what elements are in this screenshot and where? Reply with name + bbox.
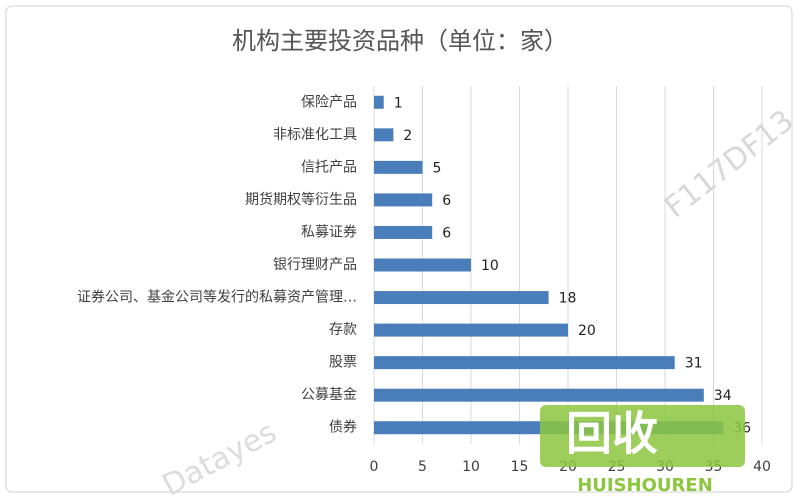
bar	[374, 95, 384, 109]
logo-box	[540, 405, 745, 467]
value-label: 18	[559, 291, 577, 307]
x-tick-label: 15	[511, 459, 529, 475]
bar	[374, 291, 549, 305]
value-label: 5	[433, 160, 442, 176]
value-label: 6	[442, 193, 451, 209]
bar	[374, 160, 423, 174]
x-tick-label: 40	[753, 459, 771, 475]
y-tick-label: 债券	[329, 420, 357, 436]
chart-title: 机构主要投资品种（单位：家）	[232, 27, 568, 55]
bar	[374, 388, 704, 402]
value-label: 1	[394, 95, 403, 111]
y-tick-label: 信托产品	[301, 159, 357, 175]
bar	[374, 193, 433, 207]
value-label: 31	[685, 356, 703, 372]
value-label: 34	[714, 388, 732, 404]
watermark: 回收	[566, 407, 658, 461]
y-tick-label: 银行理财产品	[273, 257, 357, 273]
x-tick-label: 0	[370, 459, 379, 475]
watermark: HUISHOUREN	[577, 475, 713, 496]
y-tick-label: 私募证券	[301, 224, 357, 240]
y-tick-label: 存款	[329, 322, 357, 338]
value-label: 20	[578, 323, 596, 339]
y-tick-label: 公募基金	[301, 386, 357, 403]
y-tick-label: 保险产品	[301, 94, 357, 110]
value-label: 6	[442, 225, 451, 241]
value-label: 2	[403, 128, 412, 144]
y-tick-label: 证券公司、基金公司等发行的私募资产管理…	[77, 289, 357, 306]
y-tick-label: 非标准化工具	[273, 127, 357, 143]
x-tick-label: 5	[418, 459, 427, 475]
bar	[374, 258, 471, 272]
bar	[374, 225, 433, 239]
y-tick-label: 股票	[329, 355, 357, 371]
x-tick-label: 10	[462, 459, 480, 475]
bar	[374, 323, 568, 337]
chart-border	[5, 5, 793, 493]
bar	[374, 128, 394, 142]
value-label: 10	[481, 258, 499, 274]
y-tick-label: 期货期权等衍生品	[245, 191, 357, 208]
bar	[374, 356, 675, 370]
